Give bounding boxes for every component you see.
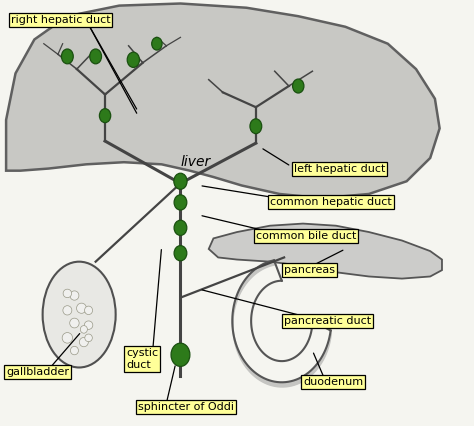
Ellipse shape [174,195,187,210]
Ellipse shape [171,343,190,366]
Ellipse shape [292,79,304,93]
Ellipse shape [79,337,88,347]
Ellipse shape [63,289,72,298]
Ellipse shape [100,109,111,123]
Text: right hepatic duct: right hepatic duct [11,15,110,26]
Ellipse shape [152,37,162,50]
Text: liver: liver [181,155,211,169]
Polygon shape [209,224,442,279]
Ellipse shape [84,306,92,314]
Text: common bile duct: common bile duct [256,231,356,241]
Ellipse shape [90,49,101,64]
Ellipse shape [84,321,93,329]
Ellipse shape [71,346,78,355]
Ellipse shape [63,306,72,315]
Ellipse shape [250,119,262,134]
Ellipse shape [174,220,187,236]
Text: pancreas: pancreas [284,265,335,275]
Text: common hepatic duct: common hepatic duct [270,197,392,207]
Text: left hepatic duct: left hepatic duct [293,164,385,173]
Ellipse shape [76,303,86,313]
Ellipse shape [127,52,139,67]
Ellipse shape [80,325,87,333]
Text: cystic
duct: cystic duct [126,348,158,370]
Ellipse shape [43,262,116,368]
Ellipse shape [174,245,187,261]
Ellipse shape [62,49,73,64]
Polygon shape [6,3,439,198]
Ellipse shape [70,318,79,328]
Ellipse shape [85,334,92,342]
Ellipse shape [62,333,73,343]
Ellipse shape [70,291,79,300]
Text: pancreatic duct: pancreatic duct [284,316,371,326]
Text: duodenum: duodenum [303,377,363,387]
Ellipse shape [174,173,187,189]
Text: gallbladder: gallbladder [6,367,69,377]
Text: sphincter of Oddi: sphincter of Oddi [138,402,234,412]
